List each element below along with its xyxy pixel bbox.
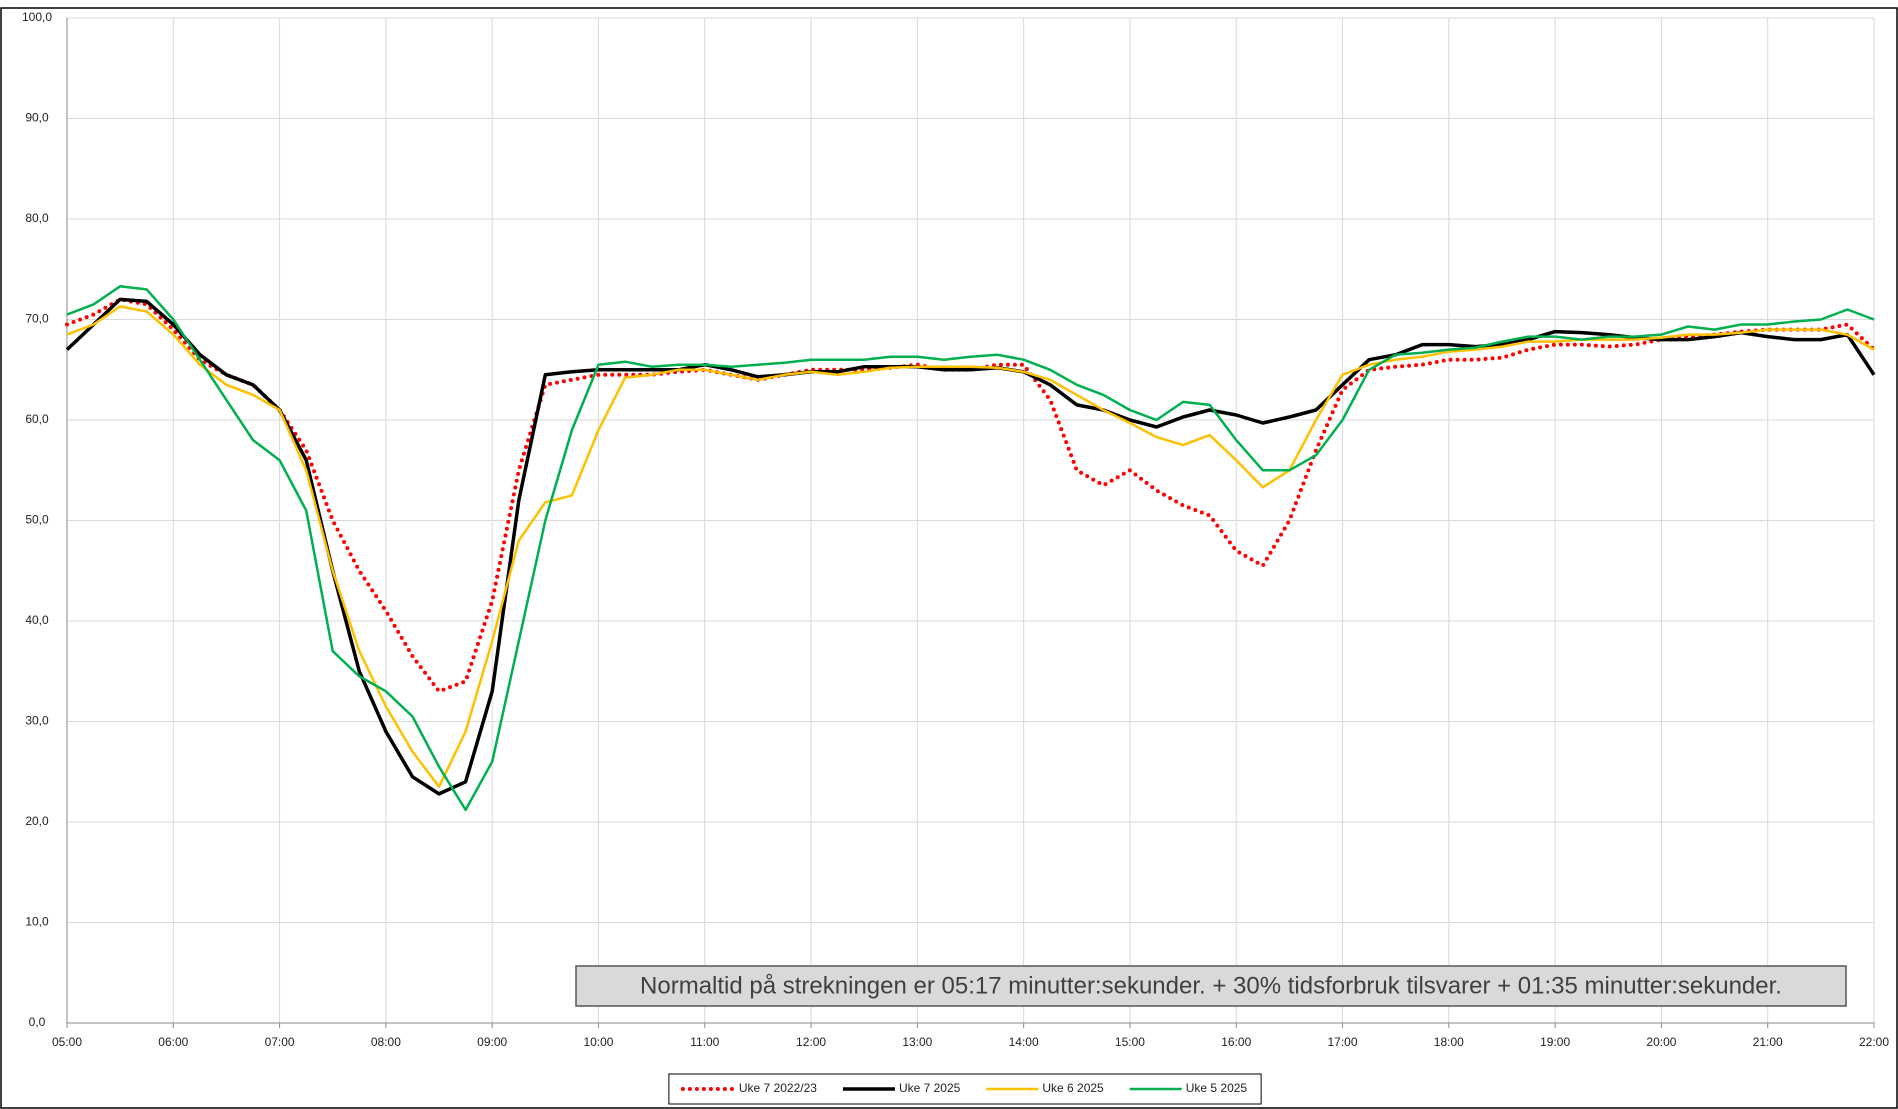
legend-label: Uke 6 2025 — [1042, 1081, 1104, 1095]
annotation: Normaltid på strekningen er 05:17 minutt… — [575, 965, 1847, 1007]
legend-label: Uke 7 2025 — [899, 1081, 961, 1095]
x-tick-label: 17:00 — [1328, 1035, 1358, 1049]
x-tick-label: 11:00 — [690, 1035, 719, 1049]
chart-frame — [0, 7, 1898, 1109]
y-tick-label: 40,0 — [25, 613, 49, 627]
x-tick-label: 18:00 — [1434, 1035, 1464, 1049]
y-tick-label: 10,0 — [25, 915, 49, 929]
x-tick-label: 15:00 — [1115, 1035, 1145, 1049]
y-tick-label: 90,0 — [25, 111, 49, 125]
x-tick-label: 21:00 — [1753, 1035, 1783, 1049]
annotation-text: Normaltid på strekningen er 05:17 minutt… — [640, 972, 1782, 999]
x-tick-label: 13:00 — [902, 1035, 932, 1049]
annotation-box — [575, 965, 1847, 1007]
legend-label: Uke 5 2025 — [1186, 1081, 1248, 1095]
series-line — [65, 297, 1876, 796]
x-tick-label: 20:00 — [1646, 1035, 1676, 1049]
y-tick-label: 80,0 — [25, 211, 49, 225]
series-line — [66, 285, 1875, 812]
x-tick-label: 05:00 — [52, 1035, 82, 1049]
x-tick-label: 12:00 — [796, 1035, 826, 1049]
y-tick-label: 50,0 — [25, 513, 49, 527]
legend: Uke 7 2022/23 Uke 7 2025 Uke 6 2025 Uke 5 2… — [668, 1073, 1262, 1105]
x-tick-label: 19:00 — [1540, 1035, 1570, 1049]
legend-item: Uke 7 2022/23 — [680, 1081, 817, 1095]
series-line — [66, 305, 1875, 789]
legend-item: Uke 6 2025 — [986, 1081, 1104, 1095]
x-tick-label: 10:00 — [583, 1035, 613, 1049]
y-tick-label: 60,0 — [25, 412, 49, 426]
legend-item: Uke 7 2025 — [842, 1081, 961, 1095]
x-tick-label: 08:00 — [371, 1035, 401, 1049]
series-line — [65, 297, 1876, 694]
y-tick-label: 70,0 — [25, 312, 49, 326]
y-tick-label: 20,0 — [25, 814, 49, 828]
y-tick-label: 30,0 — [25, 714, 49, 728]
y-tick-label: 0,0 — [29, 1015, 46, 1029]
x-tick-label: 06:00 — [158, 1035, 188, 1049]
legend-item: Uke 5 2025 — [1129, 1081, 1248, 1095]
x-tick-label: 09:00 — [477, 1035, 507, 1049]
x-tick-label: 16:00 — [1221, 1035, 1251, 1049]
x-tick-label: 14:00 — [1009, 1035, 1039, 1049]
x-tick-label: 22:00 — [1859, 1035, 1889, 1049]
y-tick-label: 100,0 — [22, 10, 52, 24]
x-tick-label: 07:00 — [265, 1035, 295, 1049]
legend-label: Uke 7 2022/23 — [739, 1081, 817, 1095]
